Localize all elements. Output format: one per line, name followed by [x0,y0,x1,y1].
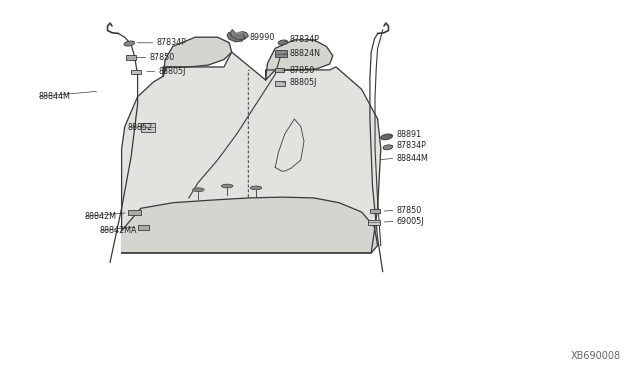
Text: 88891: 88891 [397,130,422,139]
Polygon shape [122,52,381,253]
Bar [138,225,149,230]
Text: 87834P: 87834P [157,38,187,47]
Text: 88842MA: 88842MA [99,226,137,235]
Ellipse shape [221,184,233,188]
Polygon shape [122,197,378,253]
Bar [275,81,285,86]
Polygon shape [266,40,333,80]
Text: 87834P: 87834P [290,35,320,44]
Ellipse shape [381,134,392,140]
Bar [275,50,287,57]
Ellipse shape [278,40,288,45]
Text: 88805J: 88805J [290,78,317,87]
Text: XB690008: XB690008 [571,351,621,361]
Text: 89990: 89990 [250,33,275,42]
Bar [370,209,380,213]
Text: 69005J: 69005J [397,217,424,226]
Text: 87850: 87850 [290,66,315,75]
Text: 88844M: 88844M [397,154,429,163]
Text: 88824N: 88824N [290,49,321,58]
Polygon shape [230,30,248,40]
Bar [275,68,284,72]
Bar [131,70,141,74]
Text: 87850: 87850 [150,53,175,62]
Ellipse shape [250,186,262,190]
Bar [126,55,136,60]
Bar [141,123,155,132]
Text: 87850: 87850 [397,206,422,215]
Ellipse shape [124,41,134,46]
Text: 88844M: 88844M [38,92,70,101]
Text: 88805J: 88805J [159,67,186,76]
Text: 88842M: 88842M [84,212,116,221]
Text: 87834P: 87834P [397,141,427,150]
Bar [368,220,380,225]
Polygon shape [227,32,245,42]
Text: 88852: 88852 [128,123,153,132]
Ellipse shape [383,145,393,150]
Bar [128,210,141,215]
Polygon shape [163,37,232,76]
Ellipse shape [193,188,204,192]
